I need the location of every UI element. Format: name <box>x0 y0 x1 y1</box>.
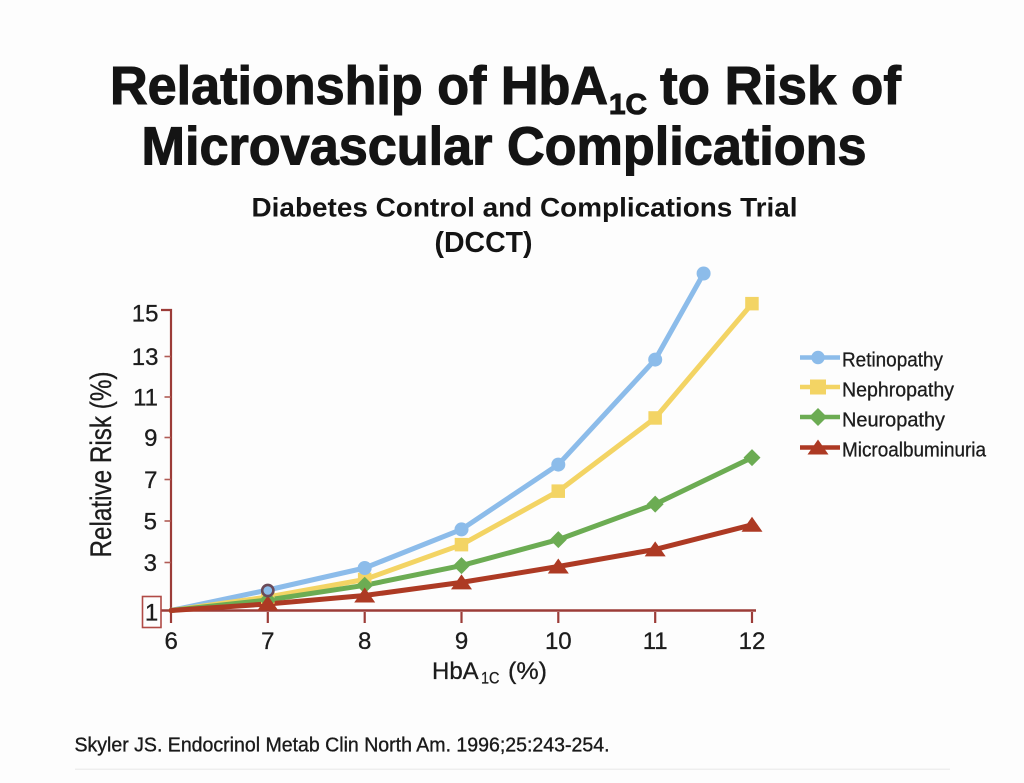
svg-text:11: 11 <box>133 385 158 412</box>
svg-text:Skyler JS. Endocrinol Metab Cl: Skyler JS. Endocrinol Metab Clin North A… <box>75 734 610 757</box>
svg-text:15: 15 <box>132 300 159 327</box>
svg-text:9: 9 <box>144 425 157 452</box>
svg-text:13: 13 <box>132 344 159 371</box>
svg-text:HbA: HbA <box>432 658 479 685</box>
svg-text:1C: 1C <box>481 670 500 688</box>
svg-text:Microalbuminuria: Microalbuminuria <box>842 440 987 462</box>
svg-text:(%): (%) <box>508 658 547 685</box>
svg-text:7: 7 <box>144 467 157 494</box>
svg-text:6: 6 <box>165 628 178 655</box>
svg-text:Diabetes Control and Complicat: Diabetes Control and Complications Trial <box>252 193 798 223</box>
svg-text:Microvascular Complications: Microvascular Complications <box>142 117 867 177</box>
svg-text:(DCCT): (DCCT) <box>435 227 533 259</box>
svg-text:to Risk of: to Risk of <box>660 56 902 116</box>
svg-text:Neuropathy: Neuropathy <box>842 410 945 432</box>
svg-text:7: 7 <box>261 628 274 655</box>
svg-text:Nephropathy: Nephropathy <box>842 380 954 402</box>
svg-text:9: 9 <box>455 628 468 655</box>
svg-text:11: 11 <box>643 628 668 655</box>
svg-text:8: 8 <box>358 628 371 655</box>
svg-text:3: 3 <box>144 550 157 577</box>
svg-text:Retinopathy: Retinopathy <box>842 350 943 372</box>
svg-text:12: 12 <box>739 628 766 655</box>
svg-text:10: 10 <box>545 628 572 655</box>
svg-text:Relative Risk (%): Relative Risk (%) <box>85 372 118 558</box>
svg-text:1: 1 <box>145 599 158 626</box>
svg-text:5: 5 <box>144 509 157 536</box>
svg-text:Relationship of HbA: Relationship of HbA <box>110 56 608 116</box>
svg-text:1C: 1C <box>609 89 647 121</box>
